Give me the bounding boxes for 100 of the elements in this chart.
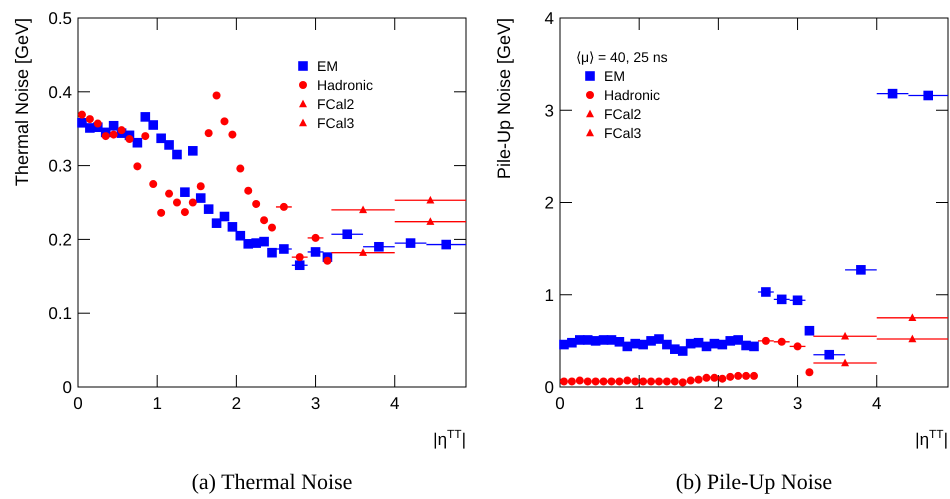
point — [584, 377, 592, 386]
point — [761, 287, 771, 297]
y-axis-title: Thermal Noise [GeV] — [12, 18, 32, 186]
legend-label: FCal3 — [604, 125, 642, 141]
point — [78, 110, 86, 119]
point — [108, 120, 118, 131]
point — [172, 150, 182, 160]
point — [220, 117, 228, 126]
x-axis-title: |η$^{TT}$| — [915, 427, 948, 449]
text: (b) Pile-Up Noise — [676, 469, 832, 494]
point — [710, 374, 718, 382]
x-tick-label: 1 — [152, 394, 162, 413]
point — [908, 334, 916, 342]
legend-label: FCal2 — [317, 96, 355, 112]
point — [259, 236, 269, 246]
point — [631, 377, 640, 386]
y-tick-label: 0.4 — [48, 82, 72, 102]
point — [141, 132, 150, 140]
point — [441, 240, 452, 250]
y-tick-label: 1 — [544, 286, 554, 305]
y-tick-label: 0.3 — [48, 156, 72, 176]
legend-title: ⟨μ⟩ = 40, 25 ns — [576, 49, 668, 65]
point — [228, 222, 238, 232]
point — [615, 377, 624, 386]
point — [236, 230, 246, 241]
text: (a) Thermal Noise — [192, 469, 352, 494]
point — [406, 238, 416, 248]
point — [148, 120, 158, 130]
y-tick-label: 0 — [544, 378, 554, 397]
point — [312, 234, 320, 242]
point — [212, 91, 221, 100]
point — [841, 332, 850, 340]
point — [623, 376, 632, 385]
point — [592, 377, 600, 386]
point — [654, 334, 664, 344]
point — [110, 130, 118, 139]
point — [172, 198, 181, 206]
point — [805, 368, 814, 376]
x-tick-label: 2 — [232, 394, 242, 413]
point — [133, 162, 142, 170]
x-tick-label: 4 — [872, 394, 882, 413]
y-tick-label: 2 — [544, 194, 554, 212]
point — [804, 326, 814, 336]
point — [204, 204, 214, 214]
point — [654, 377, 663, 386]
point — [236, 164, 244, 173]
point — [94, 120, 102, 128]
point — [733, 335, 743, 345]
point — [678, 346, 688, 356]
y-axis-title: Pile-Up Noise [GeV] — [494, 18, 514, 180]
point — [140, 112, 150, 122]
legend-label: Hadronic — [317, 77, 374, 93]
x-tick-label: 4 — [390, 394, 400, 413]
point — [694, 376, 703, 384]
point — [647, 377, 656, 386]
point — [359, 248, 368, 256]
x-tick-label: 3 — [310, 394, 320, 413]
point — [323, 256, 332, 265]
point — [742, 372, 750, 380]
point — [560, 377, 568, 386]
point — [426, 217, 434, 225]
y-tick-label: 4 — [544, 9, 554, 28]
point — [294, 260, 305, 270]
x-axis-title: |η$^{TT}$| — [433, 427, 466, 449]
point — [908, 313, 916, 322]
point — [149, 180, 158, 188]
point — [726, 372, 734, 381]
point — [180, 187, 190, 197]
point — [824, 350, 834, 360]
point — [220, 212, 230, 222]
y-tick-label: 3 — [544, 101, 554, 120]
point — [204, 129, 213, 138]
point — [359, 205, 368, 214]
point — [212, 218, 222, 228]
legend-label: FCal3 — [317, 115, 355, 131]
point — [118, 126, 126, 134]
y-tick-label: 0.2 — [48, 230, 72, 250]
point — [164, 140, 174, 150]
point — [568, 377, 576, 386]
point — [718, 374, 726, 383]
point — [188, 198, 197, 206]
point — [125, 135, 134, 144]
point — [678, 378, 687, 386]
point — [188, 146, 198, 156]
y-tick-label: 0.5 — [48, 9, 72, 28]
point — [607, 377, 616, 386]
point — [702, 374, 710, 382]
point — [923, 90, 934, 100]
legend-label: FCal2 — [604, 106, 642, 122]
point — [778, 338, 786, 346]
point — [102, 132, 110, 140]
point — [374, 242, 384, 252]
point — [296, 253, 304, 262]
point — [196, 182, 205, 190]
point — [670, 377, 679, 386]
point — [776, 294, 787, 304]
y-tick-label: 0.1 — [48, 304, 72, 324]
point — [196, 193, 206, 203]
point — [749, 342, 759, 352]
point — [662, 377, 671, 386]
